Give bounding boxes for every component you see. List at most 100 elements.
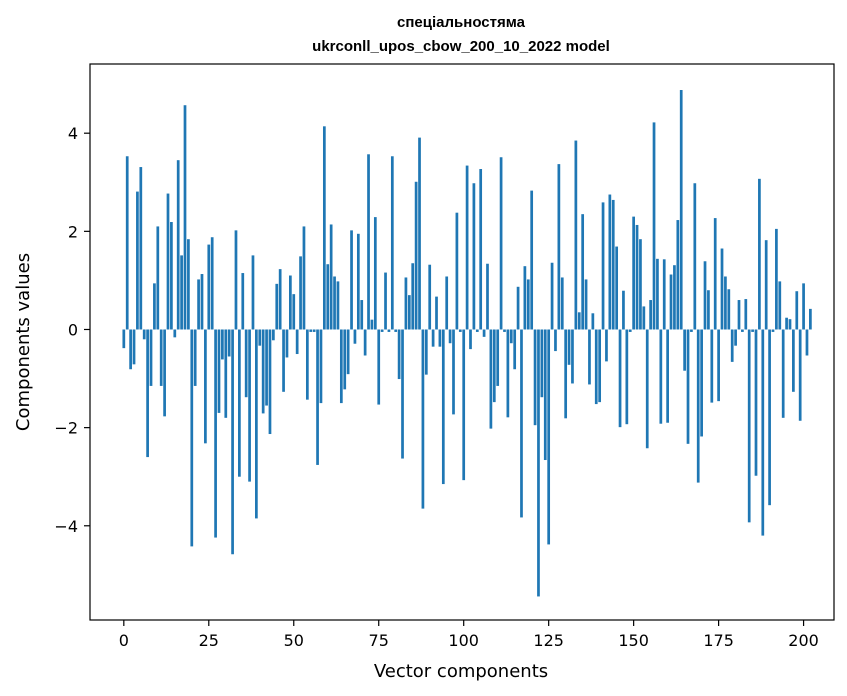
bar-194 [781,329,785,418]
x-tick-label: 25 [199,631,219,650]
bar-176 [720,248,724,330]
y-tick-label: 4 [68,124,78,143]
bar-74 [373,217,377,330]
bar-89 [424,329,428,375]
bar-150 [632,216,635,330]
bar-146 [618,329,622,428]
bar-115 [513,329,517,370]
bar-173 [710,329,714,403]
bar-120 [530,190,534,330]
bar-27 [214,329,217,538]
bar-195 [785,317,788,330]
bar-56 [312,329,316,332]
bar-71 [363,329,367,356]
bar-106 [482,329,486,337]
bar-147 [622,290,625,330]
bar-131 [567,329,571,365]
bar-95 [445,276,449,330]
bar-98 [455,212,459,330]
bar-60 [326,264,330,330]
bar-43 [268,329,272,435]
bar-52 [299,256,302,330]
bar-15 [173,329,177,338]
bar-67 [350,230,353,330]
bar-29 [221,329,224,360]
bar-109 [492,329,496,403]
bar-118 [523,266,527,330]
bar-126 [550,262,554,330]
bar-159 [662,259,666,330]
bar-137 [588,329,591,385]
bar-199 [798,329,802,421]
bar-24 [204,329,207,444]
bar-149 [628,329,632,332]
bar-156 [652,122,656,330]
bar-165 [683,329,686,371]
bar-44 [272,329,275,341]
bar-22 [197,279,200,330]
y-axis-ticks: −4 −2 0 2 4 [54,124,90,536]
bar-82 [401,329,404,459]
bar-31 [227,329,231,357]
bar-182 [741,329,744,332]
bar-42 [265,329,268,406]
bar-158 [659,329,663,424]
bar-94 [441,329,445,485]
bar-1 [125,156,129,330]
bar-48 [285,329,289,358]
bar-124 [543,329,547,461]
x-tick-label: 50 [284,631,304,650]
bar-20 [190,329,194,547]
bar-32 [231,329,234,555]
bar-200 [802,283,805,330]
bar-93 [438,329,442,347]
bar-185 [751,329,754,332]
bar-25 [207,244,211,330]
bar-8 [149,329,153,386]
bar-50 [292,294,296,330]
bar-5 [139,167,143,330]
bar-66 [346,329,350,375]
bar-49 [289,275,292,330]
x-tick-label: 125 [533,631,564,650]
bar-88 [421,329,425,509]
bar-132 [571,329,574,384]
bar-37 [248,329,251,482]
bar-26 [210,237,214,330]
bar-138 [591,313,595,330]
bar-142 [605,329,608,362]
bar-36 [244,329,248,398]
bar-136 [584,279,588,330]
bar-175 [717,329,720,402]
bar-112 [503,329,506,332]
bar-12 [163,329,166,417]
bar-57 [316,329,319,465]
bar-73 [370,319,374,330]
x-tick-label: 0 [119,631,129,650]
bar-119 [526,279,530,330]
bar-104 [475,329,479,332]
bar-46 [278,269,282,330]
bar-164 [679,90,683,330]
bar-61 [329,224,333,330]
bar-54 [305,329,309,400]
bar-14 [170,222,173,330]
bar-130 [564,329,568,419]
bar-160 [666,329,669,423]
x-axis-ticks: 0 25 50 75 100 125 150 175 200 [119,620,819,650]
bar-133 [574,140,578,330]
bar-86 [414,181,418,330]
bar-92 [435,296,438,330]
x-tick-label: 200 [788,631,819,650]
bar-181 [737,300,741,330]
bar-87 [418,137,421,330]
x-tick-label: 100 [448,631,479,650]
x-tick-label: 75 [369,631,389,650]
bar-116 [516,286,520,330]
bar-198 [795,291,799,330]
bar-47 [282,329,285,392]
bar-196 [788,319,792,330]
bar-140 [598,329,602,403]
bar-9 [153,283,156,330]
bar-7 [146,329,149,458]
